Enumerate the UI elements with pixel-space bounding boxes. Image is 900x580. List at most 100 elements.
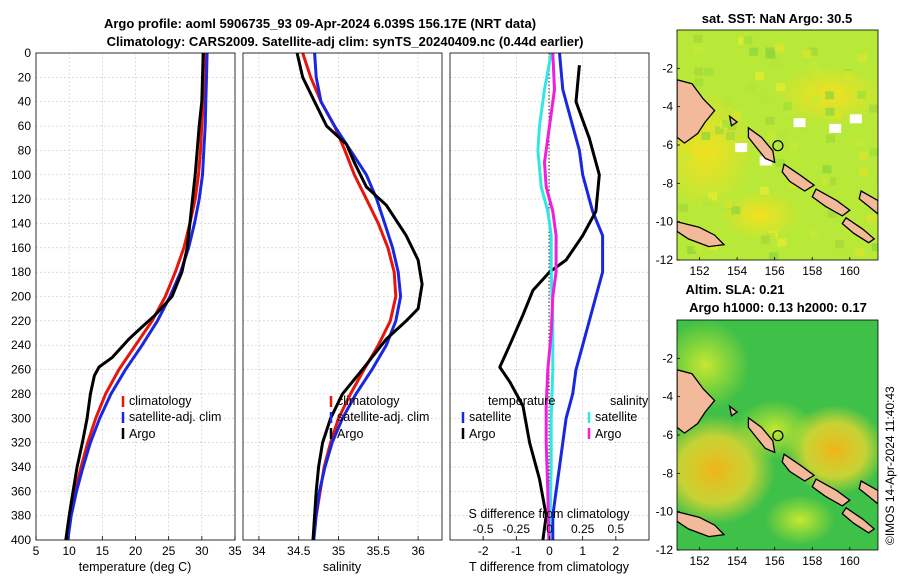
sst-pixel	[702, 197, 712, 206]
sst-pixel	[693, 45, 703, 54]
legend-title-salinity: salinity	[610, 394, 649, 408]
temperature-tick-labels: 5 10 15 20 25 30 35	[33, 536, 242, 558]
lat-tick-label: -12	[656, 253, 674, 267]
sst-pixel	[701, 132, 711, 141]
sst-pixel	[682, 153, 692, 162]
sst-pixel	[687, 246, 697, 254]
sst-pixel	[855, 248, 865, 256]
temperature-lines	[64, 52, 209, 541]
depth-tick-label: 140	[11, 216, 31, 230]
sst-map-title: sat. SST: NaN Argo: 30.5	[702, 11, 853, 26]
island	[781, 163, 816, 192]
figure-title-line1: Argo profile: aoml 5906735_93 09-Apr-202…	[104, 16, 536, 31]
sst-pixel	[867, 214, 877, 223]
sst-missing-pixel	[759, 156, 772, 166]
island	[811, 188, 851, 217]
sla-map-title-line2: Argo h1000: 0.13 h2000: 0.17	[689, 300, 867, 315]
lon-tick-label: 152	[690, 554, 710, 568]
depth-tick-labels: 0 20 40 60 80 100 120 140 160 180 200 220 240 260 280 3…	[11, 46, 31, 547]
series-line-argo	[295, 52, 424, 541]
depth-tick-label: 20	[18, 70, 32, 84]
sst-missing-pixel	[849, 114, 862, 124]
sst-pixel	[765, 116, 775, 125]
island	[811, 478, 851, 507]
sst-pixel	[827, 177, 837, 186]
sst-pixel	[760, 235, 770, 244]
sst-pixel	[732, 111, 742, 120]
island	[677, 511, 726, 538]
sst-pixel	[723, 200, 733, 209]
island	[677, 369, 716, 434]
lat-tick-label: -8	[662, 466, 673, 480]
legend-label-t-satellite: satellite	[469, 410, 511, 424]
lon-tick-label: 154	[727, 264, 747, 278]
sla-high-patch	[735, 400, 815, 460]
island	[858, 480, 878, 505]
sst-pixel	[743, 36, 753, 45]
sst-pixel	[825, 107, 835, 116]
series-line-argo	[64, 52, 205, 541]
sla-lon-tick-labels: 152 154 156 158 160	[690, 547, 860, 568]
depth-tick-label: 0	[24, 46, 31, 60]
depth-tick-label: 240	[11, 338, 31, 352]
lat-tick-label: -4	[662, 390, 673, 404]
sst-pixel	[755, 72, 765, 81]
lat-tick-label: -2	[662, 351, 673, 365]
sst-pixel	[783, 102, 793, 111]
sst-pixel	[857, 90, 867, 99]
sst-pixel	[694, 67, 704, 76]
sla-map-panel: Altim. SLA: 0.21 Argo h1000: 0.13 h2000:…	[656, 282, 879, 568]
sst-pixel	[769, 252, 779, 260]
sst-pixel	[876, 181, 878, 190]
imos-timestamp-watermark: ©IMOS 14-Apr-2024 11:40:43	[883, 386, 897, 545]
x-tick-label: 10	[62, 544, 76, 558]
island	[841, 216, 876, 244]
sst-pixel	[775, 82, 785, 91]
lon-tick-label: 158	[802, 264, 822, 278]
sla-high-patch	[765, 495, 835, 545]
x-tick-label: 0	[546, 544, 553, 558]
temperature-legend: climatology satellite-adj. clim Argo	[121, 394, 221, 441]
x-tick-label: 35.5	[367, 544, 391, 558]
sst-pixel	[766, 233, 776, 241]
t-difference-xlabel: T difference from climatology	[469, 560, 630, 574]
temperature-xlabel: temperature (deg C)	[79, 560, 192, 574]
sst-pixel	[835, 240, 845, 249]
sst-pixel	[777, 238, 787, 247]
legend-label-argo: Argo	[337, 427, 363, 441]
lon-tick-label: 160	[840, 264, 860, 278]
x-tick-label: 15	[96, 544, 110, 558]
x2-tick-label: 0	[546, 522, 553, 536]
sst-pixel	[731, 206, 741, 215]
sst-pixel	[813, 68, 823, 77]
argo-location-marker	[772, 140, 784, 152]
legend-label-satellite: satellite-adj. clim	[129, 410, 221, 424]
sst-pixel	[726, 131, 735, 140]
sst-pixel	[812, 94, 821, 103]
sst-pixel	[771, 58, 781, 67]
sst-pixel	[678, 203, 688, 212]
sst-pixel	[767, 131, 777, 139]
depth-tick-label: 400	[11, 533, 31, 547]
salinity-lines	[295, 52, 424, 541]
depth-tick-label: 120	[11, 192, 31, 206]
lon-tick-label: 152	[690, 264, 710, 278]
sst-pixel	[843, 71, 853, 79]
sst-pixel	[832, 110, 842, 119]
island	[677, 221, 726, 248]
difference-lines	[498, 52, 605, 541]
sst-missing-pixel	[793, 118, 806, 128]
sst-pixel	[809, 230, 819, 238]
difference-legend-salinity: salinity satellite Argo	[587, 394, 649, 441]
sst-pixel	[724, 184, 734, 193]
x-tick-label: -2	[478, 544, 489, 558]
sla-lat-tick-labels: -2 -4 -6 -8 -10 -12	[656, 351, 680, 557]
sst-pixel	[693, 34, 703, 43]
lon-tick-label: 156	[765, 264, 785, 278]
sst-pixel	[859, 151, 869, 160]
island	[728, 114, 739, 127]
sst-pixel	[822, 165, 832, 174]
sst-pixel	[826, 134, 836, 143]
depth-tick-label: 280	[11, 387, 31, 401]
